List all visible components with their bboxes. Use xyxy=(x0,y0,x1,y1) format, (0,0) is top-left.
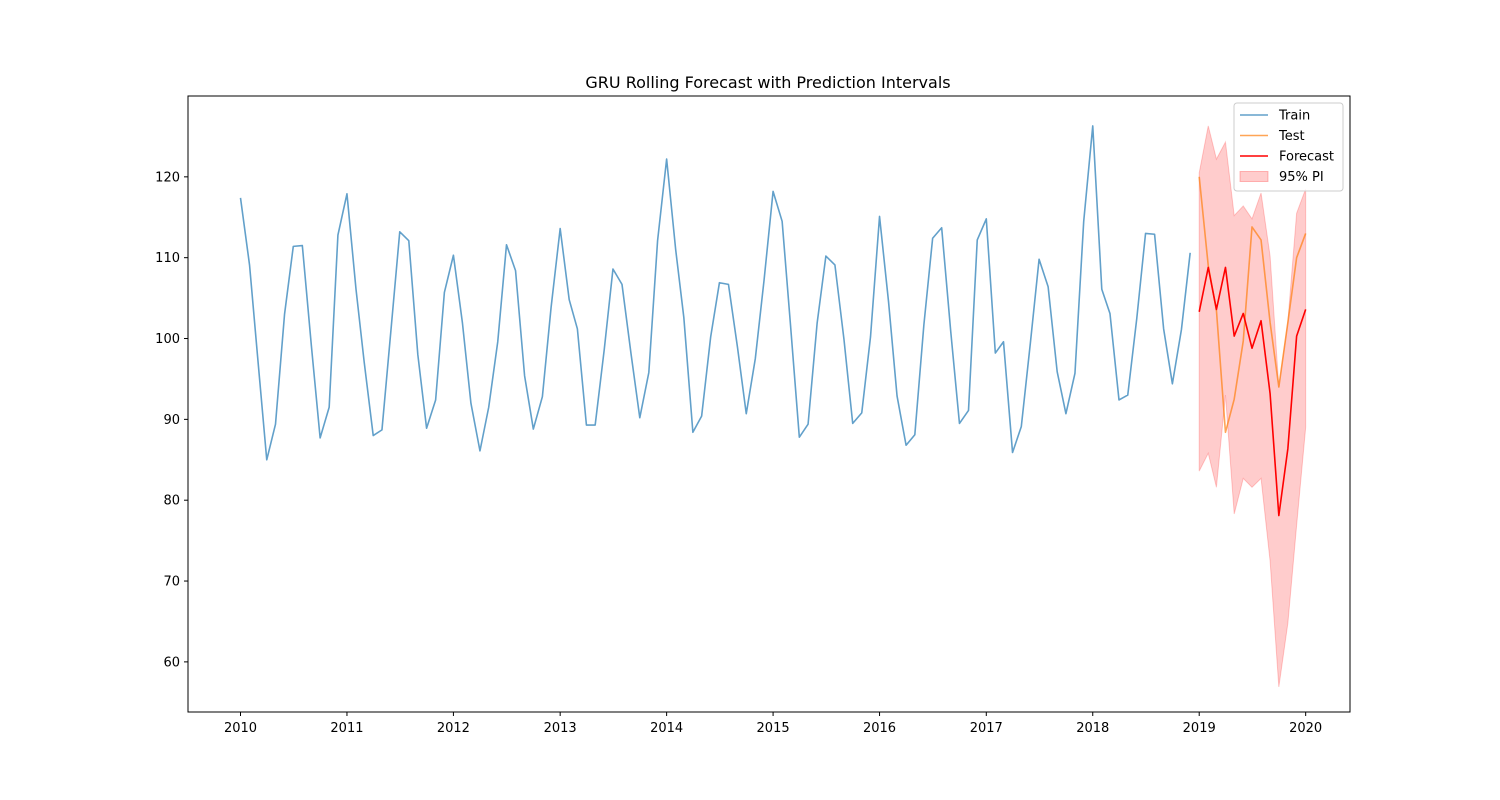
y-tick-label: 60 xyxy=(163,655,180,670)
series-line-train xyxy=(239,125,1191,461)
prediction-interval-band xyxy=(1198,125,1307,688)
series-line-forecast xyxy=(1198,266,1307,517)
plot-area-frame xyxy=(187,95,1351,713)
series-lines-layer xyxy=(239,125,1307,517)
legend-label: Forecast xyxy=(1279,150,1334,165)
legend-label: Train xyxy=(1278,109,1310,124)
x-tick-label: 2011 xyxy=(330,721,363,736)
x-tick-label: 2016 xyxy=(863,721,896,736)
y-tick-label: 90 xyxy=(163,413,180,428)
legend-label: 95% PI xyxy=(1279,170,1324,185)
x-tick-label: 2012 xyxy=(437,721,470,736)
y-tick-label: 80 xyxy=(163,494,180,509)
x-tick-label: 2010 xyxy=(224,721,257,736)
x-axis: 2010 2011 2012 2013 2014 2015 2016 2017 2018 2019… xyxy=(224,712,1322,736)
prediction-interval-layer xyxy=(1198,125,1307,688)
x-tick-label: 2017 xyxy=(970,721,1003,736)
y-tick-label: 110 xyxy=(155,251,180,266)
y-axis: 60 70 80 90 100 110 120 xyxy=(155,170,188,670)
y-tick-label: 70 xyxy=(163,575,180,590)
y-tick-label: 100 xyxy=(155,332,180,347)
x-tick-label: 2019 xyxy=(1183,721,1216,736)
series-line-test xyxy=(1198,176,1307,434)
x-tick-label: 2020 xyxy=(1289,721,1322,736)
x-tick-label: 2013 xyxy=(544,721,577,736)
x-tick-label: 2018 xyxy=(1076,721,1109,736)
x-tick-label: 2015 xyxy=(757,721,790,736)
legend-box xyxy=(1233,102,1344,192)
x-tick-label: 2014 xyxy=(650,721,683,736)
legend-swatch-interval xyxy=(1239,171,1269,182)
chart-title: GRU Rolling Forecast with Prediction Int… xyxy=(585,73,950,92)
y-tick-label: 120 xyxy=(155,170,180,185)
legend: Train Test Forecast 95% PI xyxy=(1233,102,1344,192)
legend-label: Test xyxy=(1278,129,1305,144)
